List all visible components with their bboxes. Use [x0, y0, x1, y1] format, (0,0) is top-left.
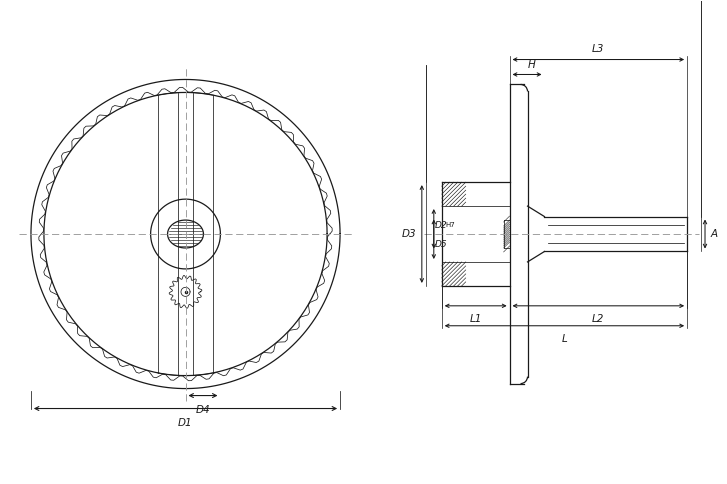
Text: H: H [528, 60, 536, 71]
Text: L1: L1 [470, 314, 482, 324]
Text: D4: D4 [196, 405, 210, 414]
Text: A: A [711, 229, 718, 239]
Text: L2: L2 [592, 314, 605, 324]
Text: D5: D5 [435, 240, 447, 249]
Text: L3: L3 [592, 44, 605, 54]
Text: L: L [561, 334, 567, 344]
Text: H7: H7 [446, 222, 456, 228]
Text: D2: D2 [435, 221, 447, 230]
Text: D3: D3 [401, 229, 416, 239]
Text: D1: D1 [178, 419, 193, 428]
